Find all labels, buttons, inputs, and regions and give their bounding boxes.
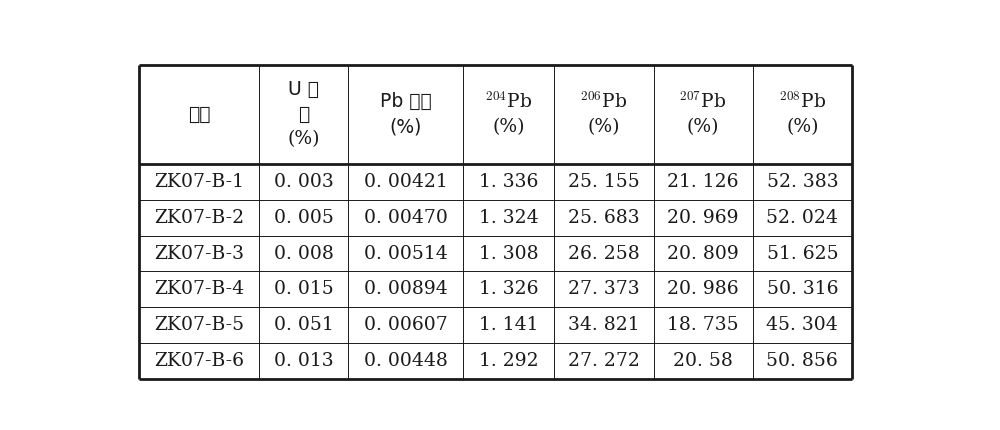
- Text: ZK07-B-4: ZK07-B-4: [154, 280, 244, 298]
- Text: ZK07-B-1: ZK07-B-1: [154, 173, 244, 191]
- Text: 0. 013: 0. 013: [274, 352, 333, 370]
- Text: (%): (%): [492, 118, 525, 136]
- Text: 21. 126: 21. 126: [667, 173, 739, 191]
- Text: 50. 856: 50. 856: [766, 352, 838, 370]
- Text: 20. 809: 20. 809: [667, 245, 739, 263]
- Text: 0. 005: 0. 005: [274, 209, 334, 227]
- Text: 0. 015: 0. 015: [274, 280, 334, 298]
- Text: (%): (%): [687, 118, 719, 136]
- Text: 27. 272: 27. 272: [568, 352, 640, 370]
- Text: Pb 含量: Pb 含量: [380, 92, 431, 111]
- Text: 0. 003: 0. 003: [274, 173, 334, 191]
- Text: 0. 00470: 0. 00470: [364, 209, 447, 227]
- Text: 45. 304: 45. 304: [766, 316, 838, 334]
- Text: 样号: 样号: [188, 105, 210, 124]
- Text: 0. 00894: 0. 00894: [364, 280, 447, 298]
- Text: 1. 326: 1. 326: [479, 280, 538, 298]
- Text: ZK07-B-5: ZK07-B-5: [154, 316, 244, 334]
- Text: 25. 155: 25. 155: [568, 173, 640, 191]
- Text: 52. 383: 52. 383: [767, 173, 838, 191]
- Text: 0. 051: 0. 051: [274, 316, 334, 334]
- Text: 0. 00514: 0. 00514: [364, 245, 447, 263]
- Text: 25. 683: 25. 683: [568, 209, 640, 227]
- Text: 0. 00607: 0. 00607: [364, 316, 447, 334]
- Text: (%): (%): [287, 130, 320, 148]
- Text: ZK07-B-3: ZK07-B-3: [154, 245, 244, 263]
- Text: ZK07-B-2: ZK07-B-2: [154, 209, 244, 227]
- Text: 1. 324: 1. 324: [479, 209, 538, 227]
- Text: (%): (%): [588, 118, 620, 136]
- Text: 0. 00448: 0. 00448: [364, 352, 447, 370]
- Text: 20. 986: 20. 986: [667, 280, 739, 298]
- Text: 51. 625: 51. 625: [767, 245, 838, 263]
- Text: 0. 008: 0. 008: [274, 245, 334, 263]
- Text: 0. 00421: 0. 00421: [364, 173, 447, 191]
- Text: 18. 735: 18. 735: [667, 316, 739, 334]
- Text: (%): (%): [389, 117, 422, 137]
- Text: 1. 308: 1. 308: [479, 245, 538, 263]
- Text: ZK07-B-6: ZK07-B-6: [154, 352, 244, 370]
- Text: 20. 969: 20. 969: [667, 209, 739, 227]
- Text: 26. 258: 26. 258: [568, 245, 640, 263]
- Text: 1. 292: 1. 292: [479, 352, 538, 370]
- Text: 量: 量: [298, 105, 309, 124]
- Text: $^{204}$Pb: $^{204}$Pb: [485, 92, 532, 112]
- Text: 1. 336: 1. 336: [479, 173, 538, 191]
- Text: U 含: U 含: [288, 80, 319, 99]
- Text: $^{207}$Pb: $^{207}$Pb: [679, 92, 727, 112]
- Text: 52. 024: 52. 024: [766, 209, 838, 227]
- Text: (%): (%): [786, 118, 819, 136]
- Text: $^{208}$Pb: $^{208}$Pb: [779, 92, 826, 112]
- Text: 34. 821: 34. 821: [568, 316, 640, 334]
- Text: 1. 141: 1. 141: [479, 316, 538, 334]
- Text: 50. 316: 50. 316: [767, 280, 838, 298]
- Text: 27. 373: 27. 373: [568, 280, 640, 298]
- Text: 20. 58: 20. 58: [673, 352, 733, 370]
- Text: $^{206}$Pb: $^{206}$Pb: [580, 92, 628, 112]
